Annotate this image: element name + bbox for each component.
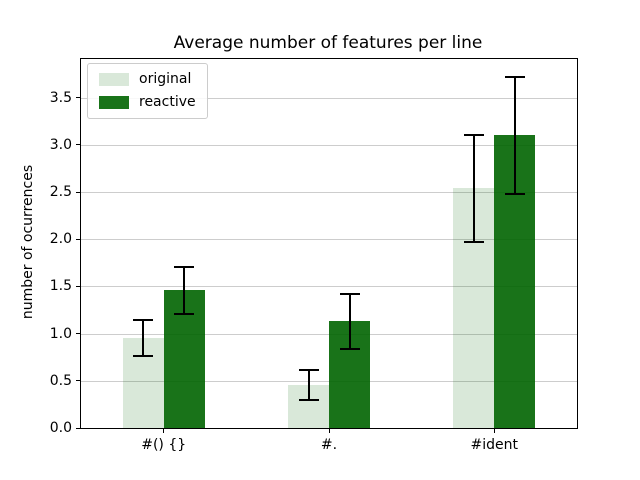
error-bar-line: [472, 134, 475, 243]
y-tick-mark: [76, 97, 80, 99]
y-tick-mark: [76, 427, 80, 429]
y-tick-mark: [76, 191, 80, 193]
error-bar-line: [513, 76, 516, 194]
plot-area: original reactive: [80, 58, 578, 429]
error-bar-cap-top: [463, 133, 484, 136]
x-tick-label: #ident: [470, 437, 519, 453]
legend-item-original: original: [99, 71, 196, 88]
error-bar-line: [183, 266, 186, 314]
y-tick-label: 1.0: [49, 325, 72, 342]
chart-title: Average number of features per line: [173, 33, 483, 53]
error-bars-layer: [81, 59, 577, 428]
gridline: [81, 144, 577, 146]
x-tick-mark: [328, 429, 330, 433]
legend: original reactive: [87, 63, 208, 119]
x-tick-mark: [163, 429, 165, 433]
y-tick-mark: [76, 238, 80, 240]
error-bar-cap-top: [504, 75, 525, 78]
legend-label-original: original: [139, 71, 192, 87]
y-tick-label: 2.0: [49, 231, 72, 248]
legend-label-reactive: reactive: [139, 94, 196, 110]
error-bar-cap-bottom: [174, 312, 195, 315]
error-bar-cap-bottom: [504, 193, 525, 195]
y-tick-mark: [76, 285, 80, 287]
x-tick-label: #.: [320, 437, 338, 453]
error-bar-cap-bottom: [463, 241, 484, 244]
error-bar-cap-top: [298, 368, 319, 371]
legend-swatch-reactive: [99, 96, 129, 109]
y-tick-label: 3.0: [49, 136, 72, 153]
gridline: [81, 286, 577, 288]
error-bar-cap-top: [174, 265, 195, 268]
y-tick-mark: [76, 380, 80, 382]
y-tick-label: 3.5: [49, 89, 72, 106]
gridline: [81, 97, 577, 99]
y-tick-label: 1.5: [49, 278, 72, 295]
x-tick-label: #() {}: [141, 437, 187, 453]
gridline: [81, 239, 577, 241]
error-bar-cap-top: [339, 293, 360, 295]
legend-item-reactive: reactive: [99, 94, 196, 111]
y-tick-label: 0.0: [49, 420, 72, 436]
legend-swatch-original: [99, 73, 129, 86]
error-bar-cap-bottom: [339, 347, 360, 350]
x-tick-mark: [493, 429, 495, 433]
y-tick-mark: [76, 144, 80, 146]
y-tick-mark: [76, 333, 80, 335]
gridline: [81, 192, 577, 194]
error-bar-line: [307, 369, 310, 400]
y-tick-label: 2.5: [49, 184, 72, 201]
error-bar-cap-top: [133, 319, 154, 322]
error-bar-cap-bottom: [133, 355, 154, 358]
error-bar-cap-bottom: [298, 398, 319, 401]
error-bar-line: [142, 320, 145, 357]
error-bar-line: [348, 294, 351, 349]
y-tick-label: 0.5: [49, 372, 72, 389]
